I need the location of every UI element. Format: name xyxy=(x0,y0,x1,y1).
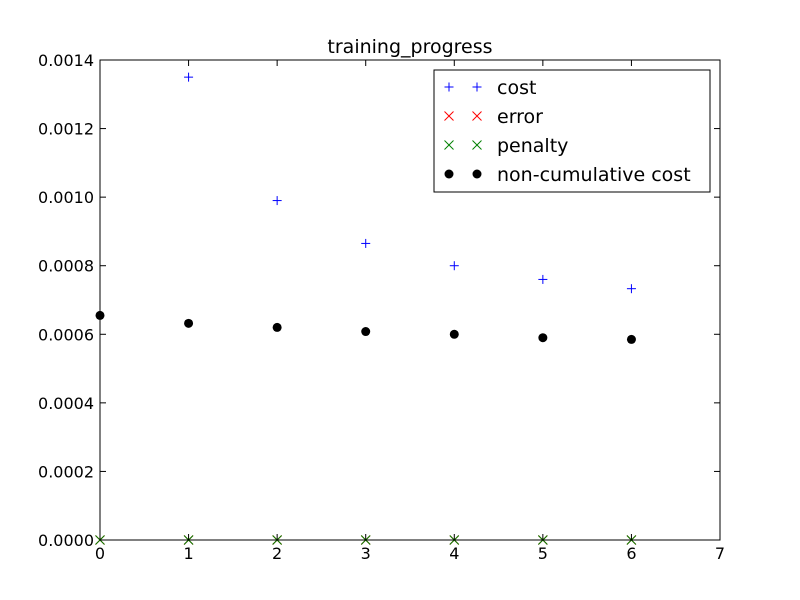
data-point-non-cumulative-cost xyxy=(361,327,371,337)
y-tick-label: 0.0000 xyxy=(38,531,94,550)
y-tick-label: 0.0004 xyxy=(38,394,94,413)
legend-marker-penalty xyxy=(472,140,482,150)
data-point-cost xyxy=(272,196,282,206)
legend-label-non-cumulative-cost: non-cumulative cost xyxy=(497,164,691,186)
x-tick-label: 5 xyxy=(538,544,548,563)
data-point-non-cumulative-cost xyxy=(538,333,548,343)
y-tick-label: 0.0012 xyxy=(38,120,94,139)
x-tick-label: 0 xyxy=(95,544,105,563)
data-point-non-cumulative-cost xyxy=(184,318,194,328)
data-point-cost xyxy=(449,261,459,271)
legend-label-cost: cost xyxy=(497,77,536,99)
x-tick-label: 6 xyxy=(626,544,636,563)
plot-frame xyxy=(99,59,721,541)
y-tick-label: 0.0002 xyxy=(38,462,94,481)
y-tick-label: 0.0008 xyxy=(38,257,94,276)
data-point-cost xyxy=(184,72,194,82)
x-tick-label: 2 xyxy=(272,544,282,563)
axes: 0 1 2 3 4 5 6 7 0.0000 0.0002 0.0004 0.0006 0.0008 0.… xyxy=(38,51,725,563)
legend-label-penalty: penalty xyxy=(497,135,568,157)
data-point-cost xyxy=(361,238,371,248)
legend-marker-error xyxy=(472,111,482,121)
legend-marker-cost xyxy=(472,82,482,92)
data-point-cost xyxy=(626,284,636,294)
legend-marker-cost xyxy=(444,82,454,92)
data-point-cost xyxy=(538,274,548,284)
legend-marker-penalty xyxy=(444,140,454,150)
legend-marker-error xyxy=(444,111,454,121)
legend-marker-non-cumulative-cost xyxy=(472,169,482,179)
x-tick-label: 4 xyxy=(449,544,459,563)
data-point-non-cumulative-cost xyxy=(626,334,636,344)
legend-marker-non-cumulative-cost xyxy=(444,169,454,179)
chart-title: training_progress xyxy=(327,36,492,58)
y-tick-label: 0.0014 xyxy=(38,51,94,70)
x-tick-label: 1 xyxy=(183,544,193,563)
data-point-non-cumulative-cost xyxy=(449,329,459,339)
legend: cost error penalty non-cumulative cost xyxy=(433,69,711,193)
data-point-non-cumulative-cost xyxy=(272,322,282,332)
x-tick-label: 7 xyxy=(715,544,725,563)
y-tick-label: 0.0006 xyxy=(38,325,94,344)
legend-label-error: error xyxy=(497,106,543,128)
x-tick-label: 3 xyxy=(361,544,371,563)
y-tick-label: 0.0010 xyxy=(38,188,94,207)
